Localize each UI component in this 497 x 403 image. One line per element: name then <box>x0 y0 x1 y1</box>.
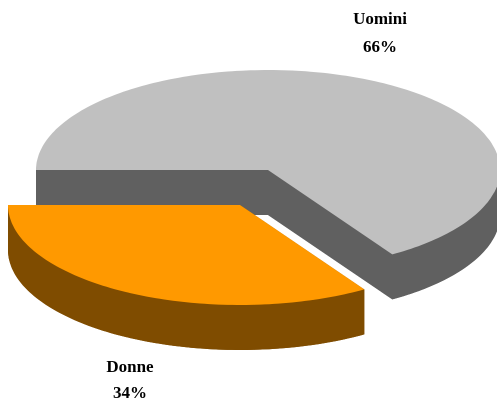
slice-label: Uomini <box>353 9 407 28</box>
slice-side <box>268 170 393 300</box>
slice <box>36 70 497 255</box>
value-label: 66% <box>363 37 397 56</box>
slice-side <box>8 205 365 350</box>
value-label: 34% <box>113 383 147 402</box>
slice-side <box>36 170 268 215</box>
slice-label: Donne <box>106 357 154 376</box>
slice <box>8 205 365 305</box>
slice-side <box>392 185 497 300</box>
